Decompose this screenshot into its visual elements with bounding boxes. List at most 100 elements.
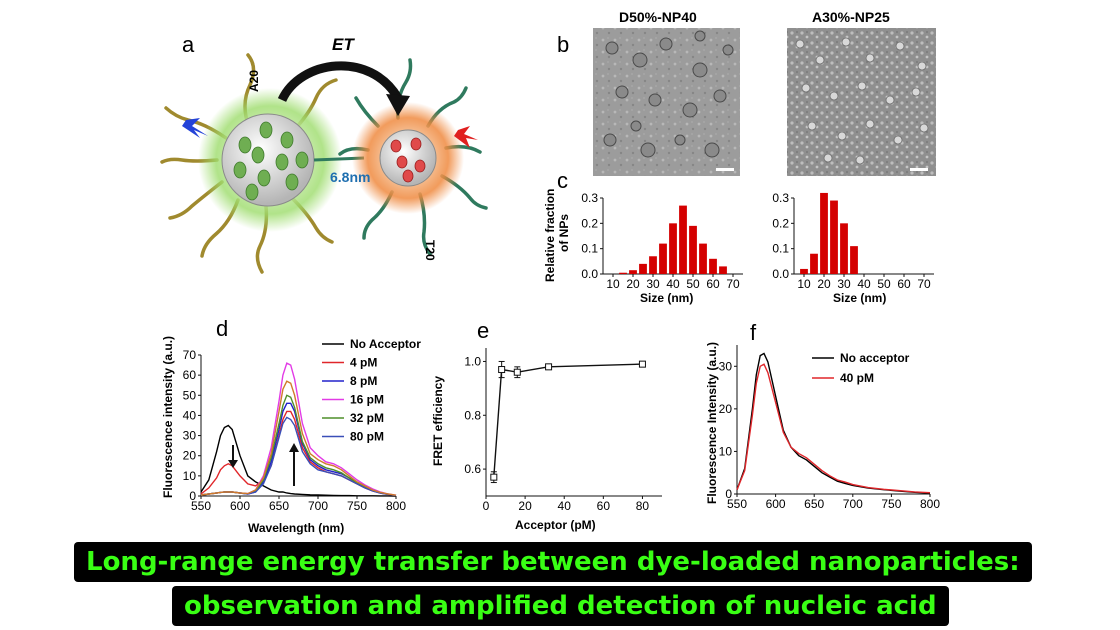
panel-f: f Fluorescence Intensity (a.u.) 550 600 65… [705,320,940,511]
spectra-d-series-line [200,424,397,497]
acceptor-dyes [390,137,426,183]
hist-right-y-tick-label: 0.3 [772,191,789,205]
fret-line [493,363,643,478]
hist-left-x-tick-label: 60 [706,277,720,291]
spectra-d-y-tick-label: 0 [189,489,196,503]
hist-left-bar [719,266,727,274]
hist-left-x-tick-label: 10 [606,277,620,291]
histogram-right: 10 20 30 40 50 60 70 0.0 0.1 0.2 0.3 [772,191,934,291]
fret-point [513,368,521,376]
fret-point [498,366,506,374]
fret-e-x-tick-label: 80 [636,499,650,513]
panel-c-letter: c [557,168,568,193]
down-arrow-icon [228,460,238,468]
tem-left-particles [603,30,734,158]
t20-label: T20 [423,240,437,261]
hist-right-y-tick-label: 0.0 [772,267,789,281]
hist-left-bar [709,258,717,274]
legend-d-label: 80 pM [350,430,384,444]
hist-right-bar [810,253,818,274]
panel-a: a A20 [160,32,488,274]
legend-d-label: 16 pM [350,393,384,407]
fret-point [545,363,553,371]
panel-e: e FRET efficiency 0 20 40 60 80 0.6 0.8 1.0 Acc… [431,318,662,532]
spectra-f-y-tick-label: 30 [719,359,733,373]
hist-left-bar [669,223,677,274]
hist-left-bar [689,225,697,274]
hist-left-bar [649,256,657,274]
legend-f: No acceptor 40 pM [812,351,910,385]
panel-d-letter: d [216,316,228,341]
hist-left-x-tick-label: 20 [626,277,640,291]
panel-c: c Relative fraction of NPs 10 20 30 40 50 60 7… [543,168,934,305]
fret-e-y-tick-label: 0.8 [464,408,481,422]
hist-left-bar [619,272,627,274]
up-arrow-icon [289,443,299,452]
hist-left-bar [629,270,637,274]
panel-e-letter: e [477,318,489,343]
panel-b-letter: b [557,32,569,57]
spectra-f-chart: 550 600 650 700 750 800 0 10 20 30 [719,345,940,511]
fret-chart: 0 20 40 60 80 0.6 0.8 1.0 [464,348,662,513]
panel-b: b D50%-NP40 A30%-NP25 [557,9,936,176]
spectra-d-x-tick-label: 650 [269,499,289,513]
hist-ylabel-line2: of NPs [557,214,571,252]
spectra-f-x-tick-label: 550 [727,497,747,511]
panel-a-letter: a [182,32,195,57]
fret-e-x-tick-label: 40 [558,499,572,513]
hist-left-x-tick-label: 30 [646,277,660,291]
legend-f-label: No acceptor [840,351,910,365]
fret-e-x-tick-label: 0 [483,499,490,513]
scale-bar-right [910,168,928,171]
tem-image-right [787,28,936,176]
spectra-d-y-tick-label: 30 [183,429,197,443]
spectra-f-y-tick-label: 20 [719,402,733,416]
hist-right-bar [800,268,808,274]
hist-left-x-tick-label: 50 [686,277,700,291]
fret-point [490,473,498,481]
spectra-d-x-tick-label: 550 [191,499,211,513]
fret-ylabel: FRET efficiency [431,376,445,466]
legend-d-label: No Acceptor [350,337,421,351]
spectra-f-y-tick-label: 10 [719,444,733,458]
hist-left-y-tick-label: 0.3 [581,191,598,205]
hist-left-x-tick-label: 40 [666,277,680,291]
distance-label: 6.8nm [330,169,370,185]
spectra-f-x-tick-label: 650 [804,497,824,511]
hist-left-y-tick-label: 0.0 [581,267,598,281]
panel-f-letter: f [750,320,757,345]
hist-right-bar [830,200,838,274]
et-arrow [277,61,402,103]
hist-right-xlabel: Size (nm) [833,291,886,305]
spectra-d-y-tick-label: 60 [183,368,197,382]
hist-right-x-tick-label: 20 [817,277,831,291]
figure-canvas: a A20 [160,9,940,535]
spectra-d-ylabel: Fluorescence intensity (a.u.) [161,336,175,498]
spectra-f-y-tick-label: 0 [725,487,732,501]
hist-left-xlabel: Size (nm) [640,291,693,305]
spectra-d-y-tick-label: 40 [183,408,197,422]
hist-left-y-tick-label: 0.1 [581,242,598,256]
spectra-f-ylabel: Fluorescence Intensity (a.u.) [705,342,719,504]
hist-left-bar [639,263,647,274]
panel-d: d Fluorescence intensity (a.u.) 550 60 0 65… [161,316,421,535]
legend-d-label: 8 pM [350,374,377,388]
spectra-d-xlabel: Wavelength (nm) [248,521,344,535]
hist-right-bar [850,246,858,274]
legend-f-label: 40 pM [840,371,874,385]
spectra-d-y-tick-label: 20 [183,449,197,463]
hist-right-x-tick-label: 10 [797,277,811,291]
spectra-d-x-tick-label: 800 [386,499,406,513]
hist-ylabel-line1: Relative fraction [543,189,557,282]
legend-d-label: 4 pM [350,356,377,370]
histogram-left: 10 20 30 40 50 60 70 0.0 0.1 0.2 0.3 [581,191,743,291]
et-label: ET [332,35,355,54]
et-arrowhead-icon [386,94,410,116]
spectra-d-x-tick-label: 700 [308,499,328,513]
caption-line-1: Long-range energy transfer between dye-l… [74,542,1032,582]
donor-dyes [233,121,309,201]
hist-left-y-tick-label: 0.2 [581,216,598,230]
fret-e-x-tick-label: 60 [597,499,611,513]
hist-left-bar [699,243,707,274]
spectra-d-y-tick-label: 50 [183,388,197,402]
